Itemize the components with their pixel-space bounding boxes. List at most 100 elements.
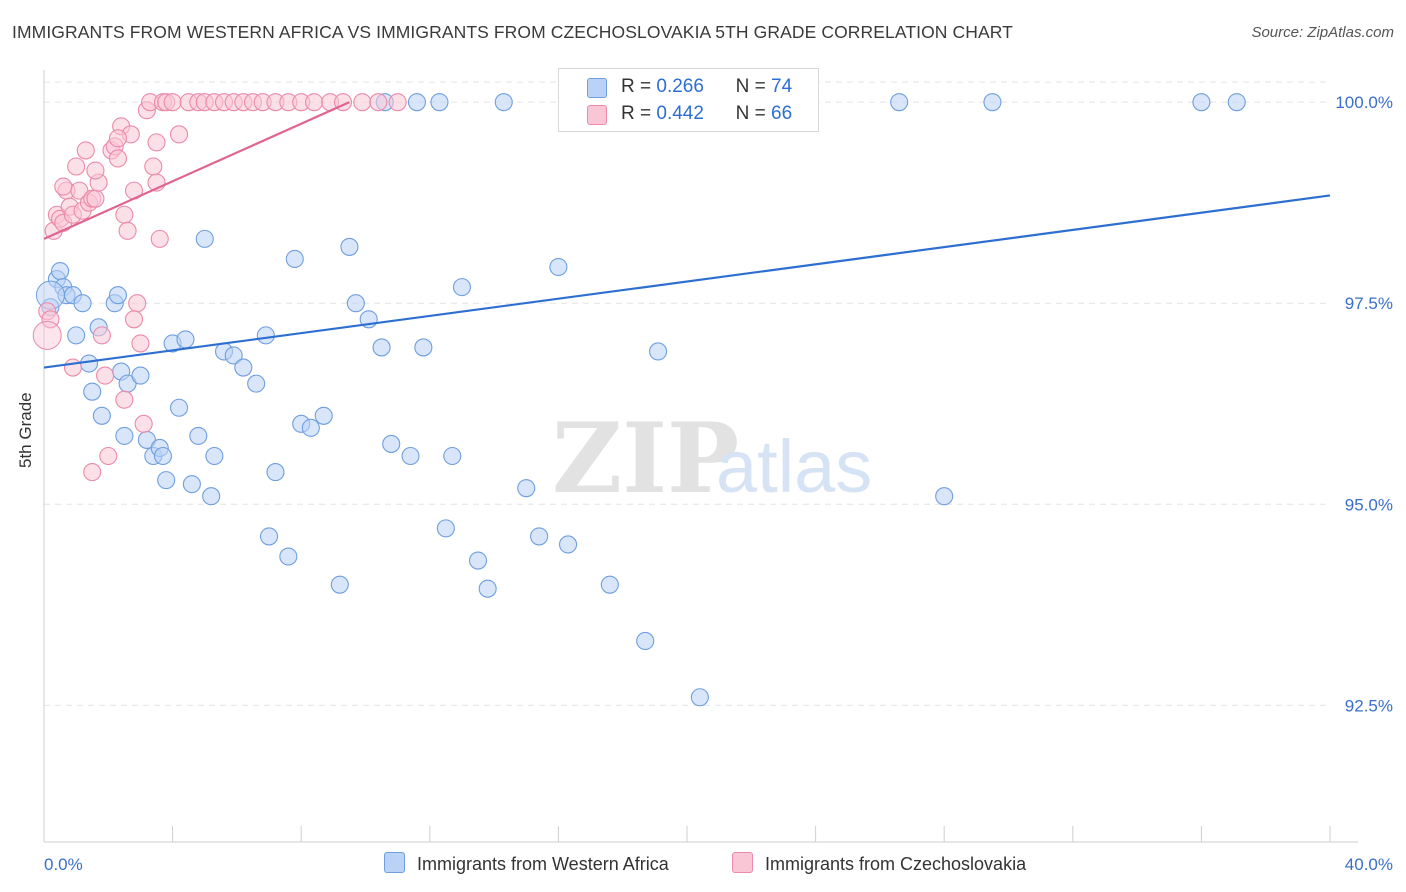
point-western-africa bbox=[372, 338, 391, 357]
point-western-africa bbox=[259, 527, 279, 546]
legend-r-value: 0.266 bbox=[656, 76, 704, 97]
point-western-africa bbox=[176, 330, 195, 349]
watermark-atlas: atlas bbox=[716, 425, 872, 508]
point-western-africa bbox=[301, 418, 320, 437]
y-axis-label: 5th Grade bbox=[16, 392, 35, 468]
legend-r-value: 0.442 bbox=[656, 103, 704, 124]
point-western-africa bbox=[407, 93, 426, 112]
bottom-legend-label: Immigrants from Western Africa bbox=[417, 854, 669, 874]
bottom-legend-swatch-blue bbox=[384, 852, 405, 873]
point-western-africa bbox=[224, 346, 243, 365]
point-western-africa bbox=[108, 286, 127, 305]
point-czechoslovakia bbox=[99, 446, 118, 466]
trendline-western-africa bbox=[43, 194, 1331, 369]
point-western-africa bbox=[92, 406, 111, 425]
point-western-africa bbox=[195, 229, 214, 248]
point-western-africa bbox=[478, 579, 497, 598]
legend-n-value: 74 bbox=[771, 76, 793, 97]
bottom-legend-czechoslovakia: Immigrants from Czechoslovakia bbox=[732, 852, 1026, 875]
chart-title: IMMIGRANTS FROM WESTERN AFRICA VS IMMIGR… bbox=[12, 22, 1013, 42]
point-czechoslovakia bbox=[163, 93, 182, 112]
point-western-africa bbox=[530, 527, 549, 546]
point-western-africa bbox=[430, 93, 449, 112]
point-western-africa bbox=[401, 446, 420, 466]
point-czechoslovakia bbox=[108, 149, 127, 168]
point-western-africa bbox=[983, 93, 1002, 112]
y-tick-label: 97.5% bbox=[1345, 294, 1393, 313]
grid-lines bbox=[44, 81, 1330, 706]
point-western-africa bbox=[131, 366, 150, 385]
legend-n-label: N = bbox=[735, 76, 766, 97]
point-western-africa bbox=[73, 294, 92, 313]
point-western-africa bbox=[256, 326, 275, 345]
point-western-africa bbox=[935, 487, 954, 506]
point-western-africa bbox=[890, 93, 909, 112]
point-czechoslovakia bbox=[32, 320, 62, 350]
point-czechoslovakia bbox=[76, 141, 95, 160]
watermark-zip: ZIP bbox=[552, 402, 739, 515]
point-czechoslovakia bbox=[118, 221, 137, 240]
point-western-africa bbox=[346, 294, 365, 313]
point-czechoslovakia bbox=[388, 93, 407, 112]
trendlines bbox=[43, 101, 1331, 369]
source-label: Source: ZipAtlas.com bbox=[1251, 24, 1394, 41]
point-czechoslovakia bbox=[96, 366, 115, 385]
point-western-africa bbox=[153, 446, 173, 466]
point-czechoslovakia bbox=[92, 326, 111, 345]
point-western-africa bbox=[157, 471, 176, 490]
point-czechoslovakia bbox=[150, 229, 169, 248]
point-western-africa bbox=[314, 406, 333, 425]
point-western-africa bbox=[279, 547, 298, 566]
point-czechoslovakia bbox=[86, 189, 105, 208]
point-western-africa bbox=[436, 519, 455, 538]
point-czechoslovakia bbox=[54, 177, 73, 196]
x-tick-label: 0.0% bbox=[44, 855, 83, 874]
point-czechoslovakia bbox=[86, 161, 105, 180]
point-czechoslovakia bbox=[67, 157, 86, 176]
point-western-africa bbox=[1192, 93, 1211, 112]
watermark: ZIP atlas bbox=[552, 402, 872, 515]
point-western-africa bbox=[182, 475, 201, 494]
bottom-legend-western-africa: Immigrants from Western Africa bbox=[384, 852, 669, 875]
point-czechoslovakia bbox=[305, 93, 324, 112]
point-western-africa bbox=[189, 426, 208, 445]
point-western-africa bbox=[468, 551, 488, 570]
x-tick-label: 40.0% bbox=[1345, 855, 1393, 874]
point-western-africa bbox=[202, 487, 221, 506]
bottom-legend-label: Immigrants from Czechoslovakia bbox=[765, 854, 1027, 874]
bottom-legend-swatch-pink bbox=[732, 852, 753, 873]
point-western-africa bbox=[382, 434, 401, 453]
point-czechoslovakia bbox=[144, 157, 163, 176]
point-western-africa bbox=[549, 257, 568, 277]
series-western-africa bbox=[35, 93, 1246, 707]
point-czechoslovakia bbox=[115, 205, 134, 224]
point-czechoslovakia bbox=[134, 414, 153, 433]
point-czechoslovakia bbox=[147, 133, 166, 152]
y-tick-label: 92.5% bbox=[1345, 696, 1393, 715]
point-czechoslovakia bbox=[369, 93, 388, 112]
point-czechoslovakia bbox=[83, 463, 102, 482]
series-czechoslovakia bbox=[32, 93, 407, 482]
point-western-africa bbox=[636, 631, 655, 651]
point-western-africa bbox=[443, 446, 462, 466]
point-czechoslovakia bbox=[128, 294, 147, 313]
point-western-africa bbox=[452, 278, 472, 297]
point-western-africa bbox=[247, 374, 266, 393]
point-czechoslovakia bbox=[353, 93, 372, 112]
legend-r-label: R = bbox=[621, 76, 652, 97]
y-tick-label: 100.0% bbox=[1335, 93, 1393, 112]
point-western-africa bbox=[234, 358, 253, 377]
point-western-africa bbox=[330, 575, 349, 594]
point-western-africa bbox=[340, 237, 359, 256]
axes bbox=[43, 70, 1358, 843]
point-western-africa bbox=[517, 479, 536, 498]
legend-box: R = 0.266 N = 74 R = 0.442 N = 66 bbox=[558, 68, 819, 132]
point-western-africa bbox=[266, 463, 285, 482]
point-western-africa bbox=[67, 326, 86, 345]
point-western-africa bbox=[414, 338, 433, 357]
legend-n-label: N = bbox=[735, 103, 766, 124]
y-tick-label: 95.0% bbox=[1345, 495, 1393, 514]
x-tick-labels: 0.0% 40.0% bbox=[44, 855, 1393, 874]
point-western-africa bbox=[558, 535, 578, 554]
